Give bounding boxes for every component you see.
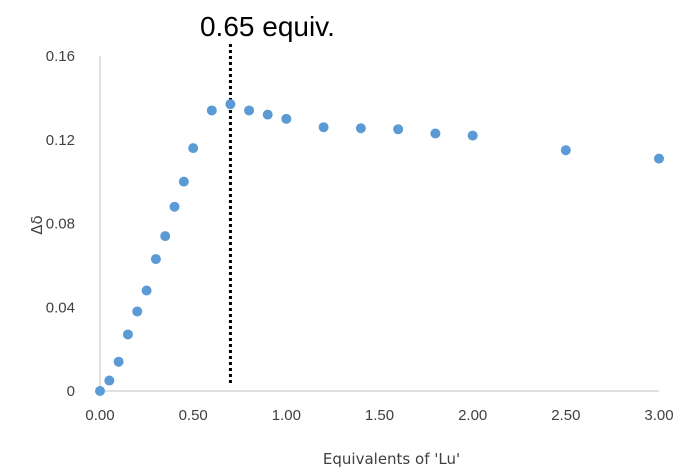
data-point (122, 329, 133, 340)
data-point (141, 285, 152, 296)
data-point (281, 113, 292, 124)
data-point (178, 176, 189, 187)
x-tick-label: 0.50 (179, 407, 208, 424)
y-tick-label: 0.16 (46, 48, 75, 65)
x-tick-label: 1.50 (365, 407, 394, 424)
y-tick-label: 0.08 (46, 216, 75, 233)
data-point (113, 356, 124, 367)
y-tick-label: 0.12 (46, 132, 75, 149)
y-tick-label: 0 (67, 383, 75, 400)
y-tick-labels: 0 0.04 0.08 0.12 0.16 (46, 48, 75, 400)
x-axis-title: Equivalents of 'Lu' (323, 450, 460, 468)
data-point (150, 254, 161, 265)
data-point (225, 99, 236, 110)
data-point (95, 386, 105, 396)
data-point (393, 124, 404, 135)
y-axis-title: Δδ (28, 215, 46, 234)
data-point (132, 306, 143, 317)
x-tick-label: 2.50 (551, 407, 580, 424)
data-point (244, 105, 255, 116)
data-point (160, 231, 171, 242)
data-point (104, 375, 115, 386)
data-point (206, 105, 217, 116)
data-point (318, 122, 329, 133)
data-point (169, 201, 180, 212)
data-point (355, 123, 366, 134)
x-tick-label: 0.00 (85, 407, 114, 424)
x-tick-labels: 0.00 0.50 1.00 1.50 2.00 2.50 3.00 (85, 407, 673, 424)
x-tick-label: 3.00 (644, 407, 673, 424)
data-points (95, 99, 664, 396)
x-tick-label: 2.00 (458, 407, 487, 424)
x-tick-label: 1.00 (272, 407, 301, 424)
data-point (654, 153, 664, 164)
data-point (188, 143, 199, 154)
annotation-label: 0.65 equiv. (200, 11, 335, 42)
data-point (560, 145, 571, 156)
data-point (262, 109, 273, 120)
y-tick-label: 0.04 (46, 299, 75, 316)
data-point (467, 130, 478, 141)
data-point (430, 128, 441, 139)
